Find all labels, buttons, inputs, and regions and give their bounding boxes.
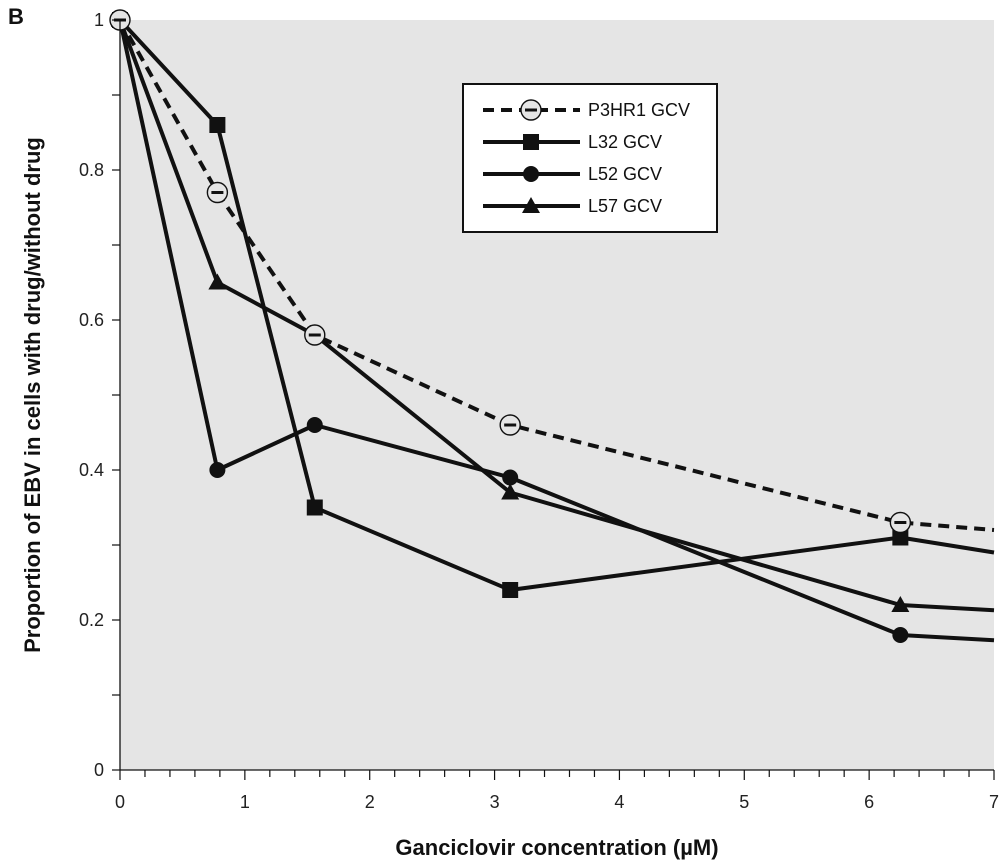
y-axis-title: Proportion of EBV in cells with drug/wit… xyxy=(20,137,45,653)
series-line-1 xyxy=(118,18,995,592)
legend-label-2: L52 GCV xyxy=(588,164,662,184)
x-tick-label-6: 6 xyxy=(864,792,874,812)
y-tick-label-3: 0.6 xyxy=(79,310,104,330)
x-tick-label-4: 4 xyxy=(614,792,624,812)
data-point-s0-p4 xyxy=(889,511,912,534)
x-tick-label-5: 5 xyxy=(739,792,749,812)
data-point-s3-p1 xyxy=(208,273,227,290)
x-axis-title: Ganciclovir concentration (µM) xyxy=(395,835,718,860)
legend-label-0: P3HR1 GCV xyxy=(588,100,690,120)
x-tick-label-2: 2 xyxy=(365,792,375,812)
axes-layer: 0 0.2 0.4 0.6 0.8 1 0 1 2 3 4 5 6 7 xyxy=(79,10,999,812)
data-point-s1-p1 xyxy=(209,117,226,133)
legend-marker-2 xyxy=(523,166,539,182)
panel-label: B xyxy=(8,4,24,29)
series-line-2 xyxy=(118,19,995,643)
data-point-s1-p3 xyxy=(502,582,519,598)
y-tick-label-0: 0 xyxy=(94,760,104,780)
x-tick-label-1: 1 xyxy=(240,792,250,812)
data-point-s3-p4 xyxy=(891,596,910,612)
series-line-3 xyxy=(118,19,995,613)
y-tick-label-4: 0.8 xyxy=(79,160,104,180)
series-layer xyxy=(109,9,995,643)
data-point-s2-p3 xyxy=(502,469,519,486)
data-point-s1-p4 xyxy=(892,529,909,546)
data-point-s1-p2 xyxy=(306,499,323,516)
data-point-s3-p3 xyxy=(501,483,520,500)
data-point-s0-p3 xyxy=(499,414,521,436)
legend-marker-1 xyxy=(523,134,539,150)
legend: P3HR1 GCV L32 GCV L52 GCV L57 GCV xyxy=(462,83,718,233)
x-tick-label-0: 0 xyxy=(115,792,125,812)
legend-marker-3 xyxy=(522,197,540,213)
data-point-s2-p2 xyxy=(306,417,323,433)
data-point-s0-p2 xyxy=(304,324,326,346)
legend-label-1: L32 GCV xyxy=(588,132,662,152)
legend-label-3: L57 GCV xyxy=(588,196,662,216)
x-tick-label-3: 3 xyxy=(490,792,500,812)
y-tick-label-5: 1 xyxy=(94,10,104,30)
x-tick-label-7: 7 xyxy=(989,792,999,812)
data-point-s2-p4 xyxy=(892,627,909,643)
series-line-0 xyxy=(118,19,995,532)
y-tick-label-2: 0.4 xyxy=(79,460,104,480)
legend-marker-0 xyxy=(520,99,542,121)
data-point-s2-p1 xyxy=(209,462,226,478)
data-point-s0-p1 xyxy=(206,181,229,204)
y-tick-label-1: 0.2 xyxy=(79,610,104,630)
